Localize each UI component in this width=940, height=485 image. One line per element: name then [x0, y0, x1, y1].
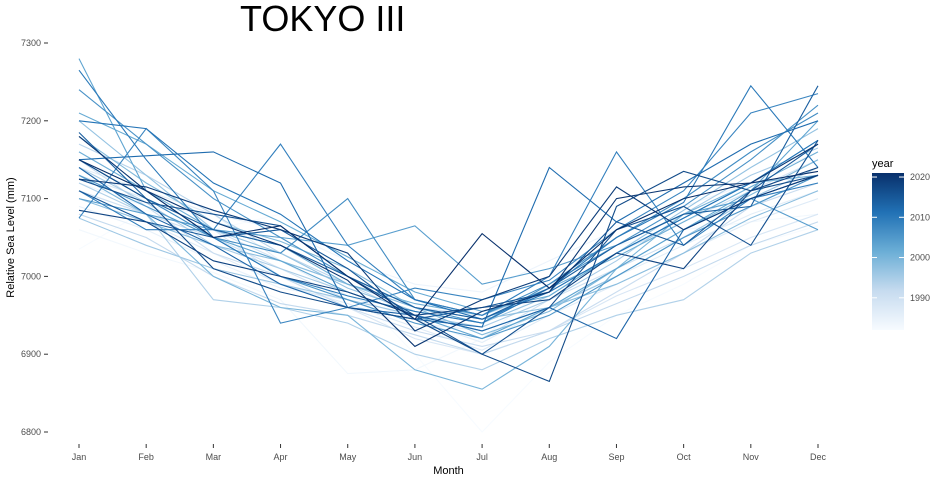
x-tick-label: Dec	[810, 452, 827, 462]
series-line-2000	[78, 174, 819, 390]
series-line-2004	[78, 198, 819, 285]
series-line-1997	[78, 120, 819, 324]
series-line-1991	[78, 159, 819, 347]
chart-title: TOKYO III	[240, 0, 406, 39]
x-tick-label: Nov	[743, 452, 760, 462]
y-tick-label: 6900	[21, 349, 41, 359]
legend-title: year	[872, 158, 894, 170]
x-tick-label: May	[339, 452, 357, 462]
y-axis-label: Relative Sea Level (mm)	[5, 177, 17, 297]
y-tick-label: 7000	[21, 271, 41, 281]
series-line-1990	[78, 174, 819, 340]
y-tick-label: 6800	[21, 427, 41, 437]
series-line-2002	[78, 112, 819, 312]
legend-tick-label: 2010	[910, 212, 930, 222]
series-line-2020	[78, 135, 819, 348]
series-line-1984	[78, 151, 819, 293]
x-axis-label: Month	[433, 465, 464, 477]
legend-tick-label: 1990	[910, 293, 930, 303]
series-line-2019	[78, 174, 819, 332]
y-tick-label: 7200	[21, 116, 41, 126]
series-line-1999	[78, 135, 819, 336]
series-line-2007	[78, 112, 819, 316]
x-tick-label: Jan	[72, 452, 87, 462]
series-line-2005	[78, 174, 819, 340]
series-line-1996	[78, 167, 819, 332]
series-layer	[78, 58, 819, 433]
series-line-2001	[78, 151, 819, 316]
series-line-1982	[78, 209, 819, 433]
series-line-2010	[78, 69, 819, 324]
y-tick-label: 7100	[21, 194, 41, 204]
series-line-2016	[78, 140, 819, 355]
series-line-1994	[78, 182, 819, 371]
x-tick-label: Sep	[608, 452, 624, 462]
x-tick-label: Jul	[476, 452, 488, 462]
legend-tick-label: 2000	[910, 253, 930, 263]
x-tick-label: Mar	[206, 452, 222, 462]
x-tick-label: Oct	[677, 452, 692, 462]
series-line-2017	[78, 159, 819, 383]
x-tick-label: Apr	[274, 452, 288, 462]
series-line-2015	[78, 143, 819, 320]
legend-layer: year 1990 2000 2010 2020	[872, 158, 930, 330]
y-tick-label: 7300	[21, 38, 41, 48]
series-line-1989	[78, 151, 819, 316]
series-line-2008	[78, 93, 819, 324]
series-line-1983	[78, 213, 819, 375]
series-line-1992	[78, 213, 819, 355]
x-tick-label: Feb	[138, 452, 154, 462]
x-tick-label: Aug	[541, 452, 557, 462]
legend-tick-label: 2020	[910, 172, 930, 182]
series-line-2021	[78, 159, 819, 320]
legend-colorbar	[872, 173, 904, 330]
series-line-2018	[78, 166, 819, 316]
axis-layer: 6800 6900 7000 7100 7200 7300 Jan Feb Mar Apr May J…	[5, 38, 826, 477]
x-tick-label: Jun	[408, 452, 423, 462]
